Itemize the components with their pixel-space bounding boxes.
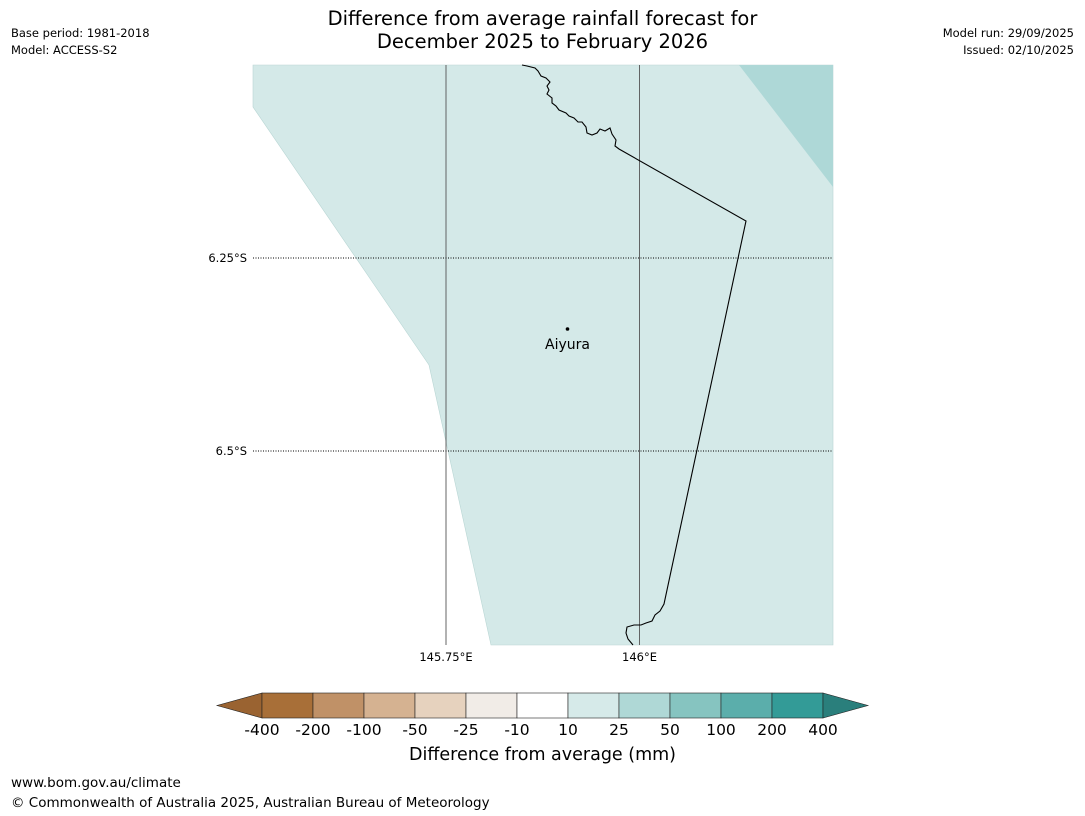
footer-copyright: © Commonwealth of Australia 2025, Austra… xyxy=(11,795,490,811)
colorbar-extend-low xyxy=(215,692,263,719)
colorbar-tick-label: -10 xyxy=(504,721,529,739)
base-period-text: Base period: 1981-2018 xyxy=(11,26,150,40)
colorbar-segment xyxy=(414,692,467,719)
lat-label-6-5: 6.5°S xyxy=(216,444,247,458)
colorbar-segment xyxy=(363,692,416,719)
colorbar-segment xyxy=(312,692,365,719)
metadata-right: Model run: 29/09/2025 Issued: 02/10/2025 xyxy=(943,25,1074,59)
footer-url[interactable]: www.bom.gov.au/climate xyxy=(11,775,181,791)
colorbar-segment xyxy=(465,692,518,719)
colorbar-segment xyxy=(618,692,671,719)
model-run-text: Model run: 29/09/2025 xyxy=(942,26,1074,40)
colorbar-segment xyxy=(771,692,824,719)
colorbar-title: Difference from average (mm) xyxy=(408,745,677,765)
colorbar-tick-label: -25 xyxy=(453,721,478,739)
colorbar-tick-label: -400 xyxy=(244,721,279,739)
colorbar-tick-label: 50 xyxy=(660,721,680,739)
model-text: Model: ACCESS-S2 xyxy=(11,43,118,57)
aiyura-label: Aiyura xyxy=(545,337,590,353)
title-line-1: Difference from average rainfall forecas… xyxy=(327,7,758,30)
colorbar-tick-label: 100 xyxy=(706,721,736,739)
colorbar-tick-label: 400 xyxy=(808,721,838,739)
colorbar-segment xyxy=(516,692,569,719)
colorbar-segment xyxy=(261,692,314,719)
colorbar-segment xyxy=(669,692,722,719)
colorbar-segment xyxy=(567,692,620,719)
anomaly-region-25-50 xyxy=(739,65,833,187)
lon-label-146: 146°E xyxy=(622,650,657,664)
colorbar-tick-label: -200 xyxy=(295,721,330,739)
colorbar-extend-high xyxy=(822,692,870,719)
lon-label-145-75: 145.75°E xyxy=(419,650,472,664)
colorbar-tick-label: -50 xyxy=(402,721,427,739)
colorbar-segment xyxy=(720,692,773,719)
lat-label-6-25: 6.25°S xyxy=(208,251,247,265)
metadata-left: Base period: 1981-2018 Model: ACCESS-S2 xyxy=(11,25,150,59)
title-line-2: December 2025 to February 2026 xyxy=(376,30,709,53)
colorbar-tick-label: 200 xyxy=(757,721,787,739)
issued-text: Issued: 02/10/2025 xyxy=(963,43,1074,57)
province-border xyxy=(521,64,747,646)
colorbar-tick-label: 10 xyxy=(558,721,578,739)
colorbar-tick-label: -100 xyxy=(346,721,381,739)
colorbar-tick-label: 25 xyxy=(609,721,629,739)
map-title: Difference from average rainfall forecas… xyxy=(0,7,1085,53)
aiyura-marker xyxy=(565,327,570,331)
